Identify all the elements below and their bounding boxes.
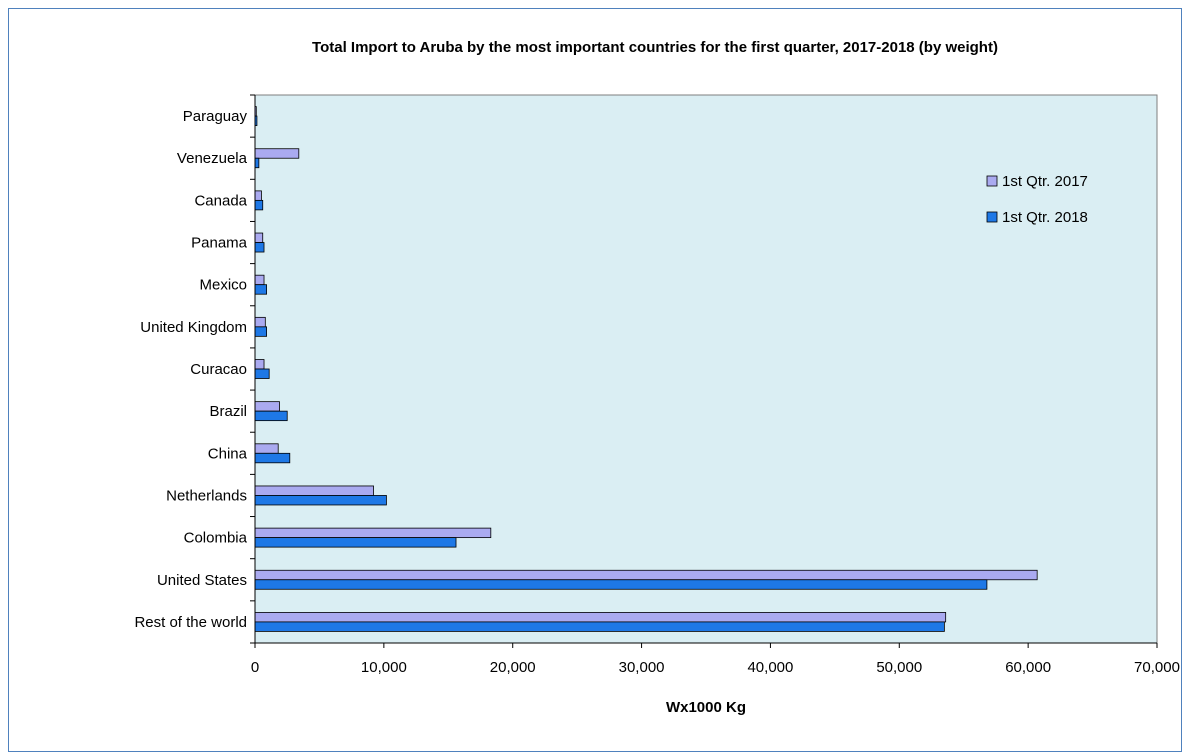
- x-tick-label: 10,000: [361, 659, 407, 676]
- y-tick-label-paraguay: Paraguay: [183, 108, 248, 125]
- bar-venezuela-1st-qtr-2018: [254, 157, 260, 169]
- bar-rest-of-the-world-1st-qtr-2017: [254, 612, 947, 623]
- bar-rest-of-the-world-1st-qtr-2018: [254, 621, 945, 632]
- legend-label-1st-qtr-2018: 1st Qtr. 2018: [1002, 209, 1088, 226]
- y-axis: Paraguay Venezuela Canada Panama Mexico Unite…: [134, 94, 256, 644]
- bar-united-kingdom-1st-qtr-2018: [254, 326, 267, 337]
- x-tick-label: 20,000: [490, 659, 536, 676]
- bar-mexico-1st-qtr-2017: [254, 274, 265, 286]
- bar-china-1st-qtr-2018: [254, 452, 291, 464]
- bar-united-kingdom-1st-qtr-2017: [254, 316, 266, 328]
- bar-netherlands-1st-qtr-2017: [254, 485, 374, 496]
- bar-panama-1st-qtr-2018: [254, 242, 265, 253]
- legend-box: [973, 161, 1117, 241]
- bar-mexico-1st-qtr-2018: [254, 284, 267, 295]
- y-tick-label-united-kingdom: United Kingdom: [140, 319, 247, 336]
- x-tick-label: 70,000: [1134, 659, 1180, 676]
- x-axis-title: Wx1000 Kg: [666, 699, 746, 716]
- legend-label-1st-qtr-2017: 1st Qtr. 2017: [1002, 173, 1088, 190]
- y-tick-label-venezuela: Venezuela: [177, 150, 248, 167]
- y-tick-label-netherlands: Netherlands: [166, 487, 247, 504]
- bar-curacao-1st-qtr-2017: [254, 359, 265, 370]
- y-tick-label-china: China: [208, 445, 248, 462]
- chart-frame: Total Import to Aruba by the most import…: [8, 8, 1182, 752]
- y-tick-label-mexico: Mexico: [199, 277, 247, 294]
- x-tick-label: 30,000: [619, 659, 665, 676]
- bars-group: [254, 106, 1038, 632]
- bar-brazil-1st-qtr-2018: [254, 410, 288, 422]
- bar-chart: Total Import to Aruba by the most import…: [134, 39, 1180, 716]
- bar-panama-1st-qtr-2017: [254, 232, 264, 243]
- x-tick-label: 60,000: [1005, 659, 1051, 676]
- y-tick-label-canada: Canada: [194, 192, 247, 209]
- x-axis: 0 10,000 20,000 30,000 40,000 50,000 60,000 70,…: [251, 642, 1180, 676]
- legend: 1st Qtr. 2017 1st Qtr. 2018: [973, 161, 1117, 241]
- x-tick-label: 0: [251, 659, 259, 676]
- bar-netherlands-1st-qtr-2018: [254, 495, 387, 506]
- x-tick-label: 50,000: [876, 659, 922, 676]
- y-tick-label-united-states: United States: [157, 572, 247, 589]
- y-tick-label-colombia: Colombia: [184, 530, 248, 547]
- bar-venezuela-1st-qtr-2017: [254, 148, 300, 159]
- bar-united-states-1st-qtr-2017: [254, 569, 1038, 581]
- bar-canada-1st-qtr-2017: [254, 190, 262, 201]
- legend-swatch-1st-qtr-2017: [986, 175, 998, 187]
- bar-canada-1st-qtr-2018: [254, 199, 264, 211]
- x-tick-label: 40,000: [747, 659, 793, 676]
- y-tick-label-brazil: Brazil: [209, 403, 247, 420]
- legend-swatch-1st-qtr-2018: [986, 211, 998, 223]
- bar-curacao-1st-qtr-2018: [254, 368, 270, 379]
- bar-brazil-1st-qtr-2017: [254, 401, 280, 412]
- bar-united-states-1st-qtr-2018: [254, 579, 988, 590]
- chart-title: Total Import to Aruba by the most import…: [312, 39, 998, 56]
- bar-colombia-1st-qtr-2017: [254, 527, 492, 539]
- y-tick-label-panama: Panama: [191, 235, 248, 252]
- bar-china-1st-qtr-2017: [254, 443, 279, 454]
- y-tick-label-rest-of-the-world: Rest of the world: [134, 614, 247, 631]
- y-tick-label-curacao: Curacao: [190, 361, 247, 378]
- bar-colombia-1st-qtr-2018: [254, 537, 457, 548]
